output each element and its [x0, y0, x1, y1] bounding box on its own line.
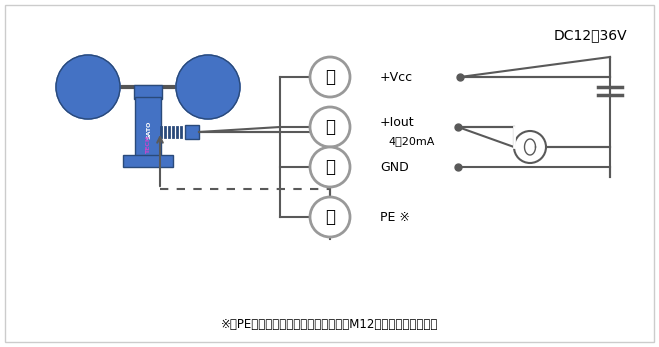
Text: DC12～36V: DC12～36V	[553, 28, 627, 42]
Text: PE ※: PE ※	[380, 211, 410, 223]
Text: ※　PEは保護接地導体を表します。（M12端子と導通します）: ※ PEは保護接地導体を表します。（M12端子と導通します）	[221, 319, 439, 331]
FancyBboxPatch shape	[185, 125, 199, 139]
Text: GND: GND	[380, 161, 409, 174]
FancyBboxPatch shape	[134, 85, 162, 99]
Text: +Iout: +Iout	[380, 116, 415, 128]
Text: TECH: TECH	[146, 136, 152, 154]
Text: 茶: 茶	[325, 68, 335, 86]
Circle shape	[310, 57, 350, 97]
FancyBboxPatch shape	[123, 155, 173, 167]
Circle shape	[514, 131, 546, 163]
Circle shape	[56, 55, 120, 119]
Text: 4～20mA: 4～20mA	[388, 136, 434, 146]
Circle shape	[310, 197, 350, 237]
FancyBboxPatch shape	[135, 97, 161, 162]
Text: 白: 白	[325, 118, 335, 136]
Circle shape	[310, 147, 350, 187]
Circle shape	[176, 55, 240, 119]
FancyBboxPatch shape	[5, 5, 654, 342]
Circle shape	[310, 107, 350, 147]
Text: +Vcc: +Vcc	[380, 70, 413, 84]
Text: SATO: SATO	[146, 121, 152, 139]
Text: 青: 青	[325, 158, 335, 176]
Text: 黒: 黒	[325, 208, 335, 226]
